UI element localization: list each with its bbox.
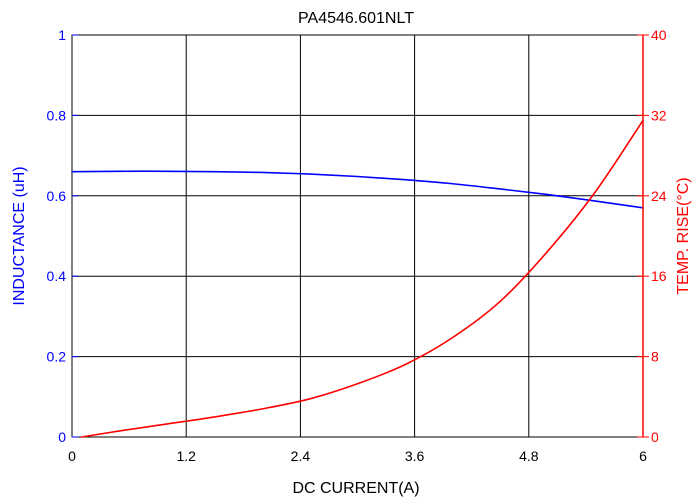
right-axis-title: TEMP. RISE(°C) xyxy=(675,177,692,294)
temp-rise-line xyxy=(80,119,644,438)
right-tick-label: 24 xyxy=(651,188,667,204)
series-layer xyxy=(71,119,644,438)
x-axis-ticks: 0 1.2 2.4 3.6 4.8 6 xyxy=(68,448,647,464)
right-tick-label: 40 xyxy=(651,27,667,43)
x-tick-label: 6 xyxy=(639,448,647,464)
left-axis-ticks: 0 0.2 0.4 0.6 0.8 1 xyxy=(47,27,78,445)
x-tick-label: 3.6 xyxy=(405,448,425,464)
left-tick-label: 0.4 xyxy=(47,268,67,284)
right-tick-label: 0 xyxy=(651,429,659,445)
right-tick-label: 32 xyxy=(651,107,667,123)
right-tick-label: 8 xyxy=(651,349,659,365)
left-axis-title: INDUCTANCE (uH) xyxy=(11,166,28,305)
x-tick-label: 2.4 xyxy=(291,448,311,464)
left-tick-label: 0.2 xyxy=(47,349,67,365)
x-axis-title: DC CURRENT(A) xyxy=(292,480,419,497)
chart-title: PA4546.601NLT xyxy=(298,10,414,27)
right-tick-label: 16 xyxy=(651,268,667,284)
x-tick-label: 4.8 xyxy=(519,448,539,464)
left-tick-label: 0.8 xyxy=(47,107,67,123)
right-axis-ticks: 0 8 16 24 32 40 xyxy=(637,27,667,445)
left-tick-label: 0.6 xyxy=(47,188,67,204)
inductance-line xyxy=(71,170,644,209)
left-tick-label: 1 xyxy=(58,27,66,43)
x-tick-label: 0 xyxy=(68,448,76,464)
left-tick-label: 0 xyxy=(58,429,66,445)
x-tick-label: 1.2 xyxy=(176,448,196,464)
